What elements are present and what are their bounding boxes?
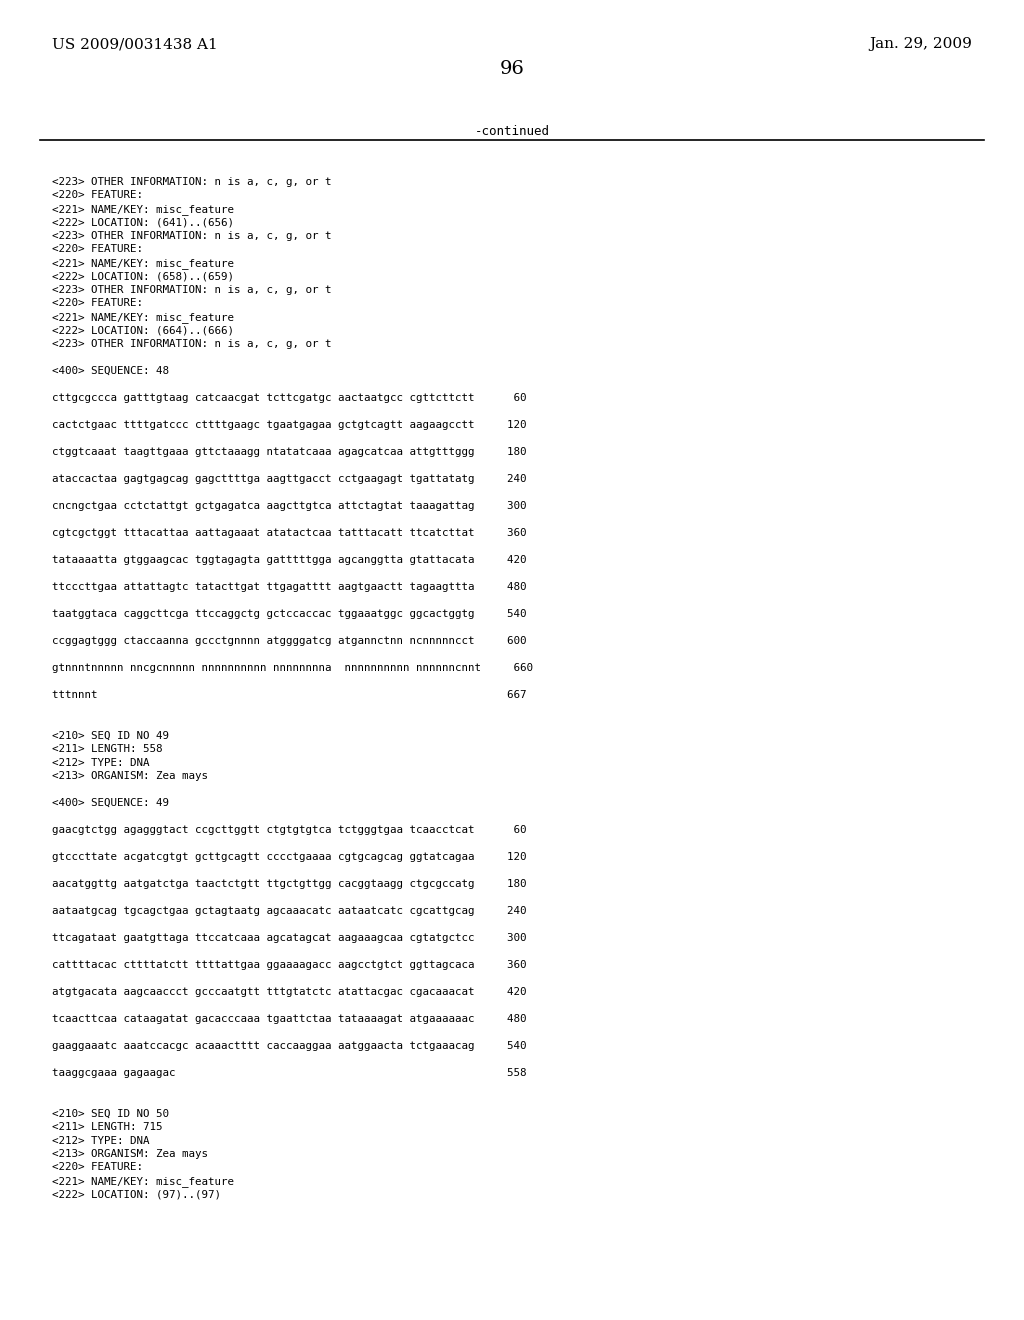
Text: <223> OTHER INFORMATION: n is a, c, g, or t: <223> OTHER INFORMATION: n is a, c, g, o… xyxy=(52,177,332,187)
Text: <222> LOCATION: (664)..(666): <222> LOCATION: (664)..(666) xyxy=(52,326,234,335)
Text: <213> ORGANISM: Zea mays: <213> ORGANISM: Zea mays xyxy=(52,1148,208,1159)
Text: aacatggttg aatgatctga taactctgtt ttgctgttgg cacggtaagg ctgcgccatg     180: aacatggttg aatgatctga taactctgtt ttgctgt… xyxy=(52,879,526,888)
Text: <400> SEQUENCE: 48: <400> SEQUENCE: 48 xyxy=(52,366,169,376)
Text: cgtcgctggt tttacattaa aattagaaat atatactcaa tatttacatt ttcatcttat     360: cgtcgctggt tttacattaa aattagaaat atatact… xyxy=(52,528,526,539)
Text: <223> OTHER INFORMATION: n is a, c, g, or t: <223> OTHER INFORMATION: n is a, c, g, o… xyxy=(52,231,332,242)
Text: Jan. 29, 2009: Jan. 29, 2009 xyxy=(869,37,972,51)
Text: <210> SEQ ID NO 50: <210> SEQ ID NO 50 xyxy=(52,1109,169,1118)
Text: <221> NAME/KEY: misc_feature: <221> NAME/KEY: misc_feature xyxy=(52,205,234,215)
Text: <210> SEQ ID NO 49: <210> SEQ ID NO 49 xyxy=(52,730,169,741)
Text: tcaacttcaa cataagatat gacacccaaa tgaattctaa tataaaagat atgaaaaaac     480: tcaacttcaa cataagatat gacacccaaa tgaattc… xyxy=(52,1014,526,1024)
Text: ccggagtggg ctaccaanna gccctgnnnn atggggatcg atgannctnn ncnnnnncct     600: ccggagtggg ctaccaanna gccctgnnnn atgggga… xyxy=(52,636,526,645)
Text: <211> LENGTH: 715: <211> LENGTH: 715 xyxy=(52,1122,163,1133)
Text: <223> OTHER INFORMATION: n is a, c, g, or t: <223> OTHER INFORMATION: n is a, c, g, o… xyxy=(52,285,332,294)
Text: ttcccttgaa attattagtc tatacttgat ttgagatttt aagtgaactt tagaagttta     480: ttcccttgaa attattagtc tatacttgat ttgagat… xyxy=(52,582,526,591)
Text: -continued: -continued xyxy=(474,125,550,139)
Text: <222> LOCATION: (658)..(659): <222> LOCATION: (658)..(659) xyxy=(52,272,234,281)
Text: ctggtcaaat taagttgaaa gttctaaagg ntatatcaaa agagcatcaa attgtttggg     180: ctggtcaaat taagttgaaa gttctaaagg ntatatc… xyxy=(52,447,526,457)
Text: <220> FEATURE:: <220> FEATURE: xyxy=(52,298,143,309)
Text: taatggtaca caggcttcga ttccaggctg gctccaccac tggaaatggc ggcactggtg     540: taatggtaca caggcttcga ttccaggctg gctccac… xyxy=(52,609,526,619)
Text: <222> LOCATION: (97)..(97): <222> LOCATION: (97)..(97) xyxy=(52,1189,221,1200)
Text: <221> NAME/KEY: misc_feature: <221> NAME/KEY: misc_feature xyxy=(52,257,234,269)
Text: <221> NAME/KEY: misc_feature: <221> NAME/KEY: misc_feature xyxy=(52,312,234,323)
Text: <220> FEATURE:: <220> FEATURE: xyxy=(52,1163,143,1172)
Text: gtnnntnnnnn nncgcnnnnn nnnnnnnnnn nnnnnnnna  nnnnnnnnnn nnnnnncnnt     660: gtnnntnnnnn nncgcnnnnn nnnnnnnnnn nnnnnn… xyxy=(52,663,534,673)
Text: <223> OTHER INFORMATION: n is a, c, g, or t: <223> OTHER INFORMATION: n is a, c, g, o… xyxy=(52,339,332,348)
Text: US 2009/0031438 A1: US 2009/0031438 A1 xyxy=(52,37,218,51)
Text: gaaggaaatc aaatccacgc acaaactttt caccaaggaa aatggaacta tctgaaacag     540: gaaggaaatc aaatccacgc acaaactttt caccaag… xyxy=(52,1041,526,1051)
Text: cattttacac cttttatctt ttttattgaa ggaaaagacc aagcctgtct ggttagcaca     360: cattttacac cttttatctt ttttattgaa ggaaaag… xyxy=(52,960,526,970)
Text: <213> ORGANISM: Zea mays: <213> ORGANISM: Zea mays xyxy=(52,771,208,781)
Text: 96: 96 xyxy=(500,59,524,78)
Text: <212> TYPE: DNA: <212> TYPE: DNA xyxy=(52,1135,150,1146)
Text: taaggcgaaa gagaagac                                                   558: taaggcgaaa gagaagac 558 xyxy=(52,1068,526,1078)
Text: <220> FEATURE:: <220> FEATURE: xyxy=(52,244,143,255)
Text: aataatgcag tgcagctgaa gctagtaatg agcaaacatc aataatcatc cgcattgcag     240: aataatgcag tgcagctgaa gctagtaatg agcaaac… xyxy=(52,906,526,916)
Text: <400> SEQUENCE: 49: <400> SEQUENCE: 49 xyxy=(52,799,169,808)
Text: cactctgaac ttttgatccc cttttgaagc tgaatgagaa gctgtcagtt aagaagcctt     120: cactctgaac ttttgatccc cttttgaagc tgaatga… xyxy=(52,420,526,430)
Text: tataaaatta gtggaagcac tggtagagta gatttttgga agcanggtta gtattacata     420: tataaaatta gtggaagcac tggtagagta gattttt… xyxy=(52,554,526,565)
Text: ataccactaa gagtgagcag gagcttttga aagttgacct cctgaagagt tgattatatg     240: ataccactaa gagtgagcag gagcttttga aagttga… xyxy=(52,474,526,484)
Text: cncngctgaa cctctattgt gctgagatca aagcttgtca attctagtat taaagattag     300: cncngctgaa cctctattgt gctgagatca aagcttg… xyxy=(52,502,526,511)
Text: atgtgacata aagcaaccct gcccaatgtt tttgtatctc atattacgac cgacaaacat     420: atgtgacata aagcaaccct gcccaatgtt tttgtat… xyxy=(52,987,526,997)
Text: <211> LENGTH: 558: <211> LENGTH: 558 xyxy=(52,744,163,754)
Text: <220> FEATURE:: <220> FEATURE: xyxy=(52,190,143,201)
Text: cttgcgccca gatttgtaag catcaacgat tcttcgatgc aactaatgcc cgttcttctt      60: cttgcgccca gatttgtaag catcaacgat tcttcga… xyxy=(52,393,526,403)
Text: ttcagataat gaatgttaga ttccatcaaa agcatagcat aagaaagcaa cgtatgctcc     300: ttcagataat gaatgttaga ttccatcaaa agcatag… xyxy=(52,933,526,942)
Text: <221> NAME/KEY: misc_feature: <221> NAME/KEY: misc_feature xyxy=(52,1176,234,1187)
Text: <212> TYPE: DNA: <212> TYPE: DNA xyxy=(52,758,150,767)
Text: gaacgtctgg agagggtact ccgcttggtt ctgtgtgtca tctgggtgaa tcaacctcat      60: gaacgtctgg agagggtact ccgcttggtt ctgtgtg… xyxy=(52,825,526,836)
Text: <222> LOCATION: (641)..(656): <222> LOCATION: (641)..(656) xyxy=(52,218,234,227)
Text: gtcccttate acgatcgtgt gcttgcagtt cccctgaaaa cgtgcagcag ggtatcagaa     120: gtcccttate acgatcgtgt gcttgcagtt cccctga… xyxy=(52,851,526,862)
Text: tttnnnt                                                               667: tttnnnt 667 xyxy=(52,690,526,700)
